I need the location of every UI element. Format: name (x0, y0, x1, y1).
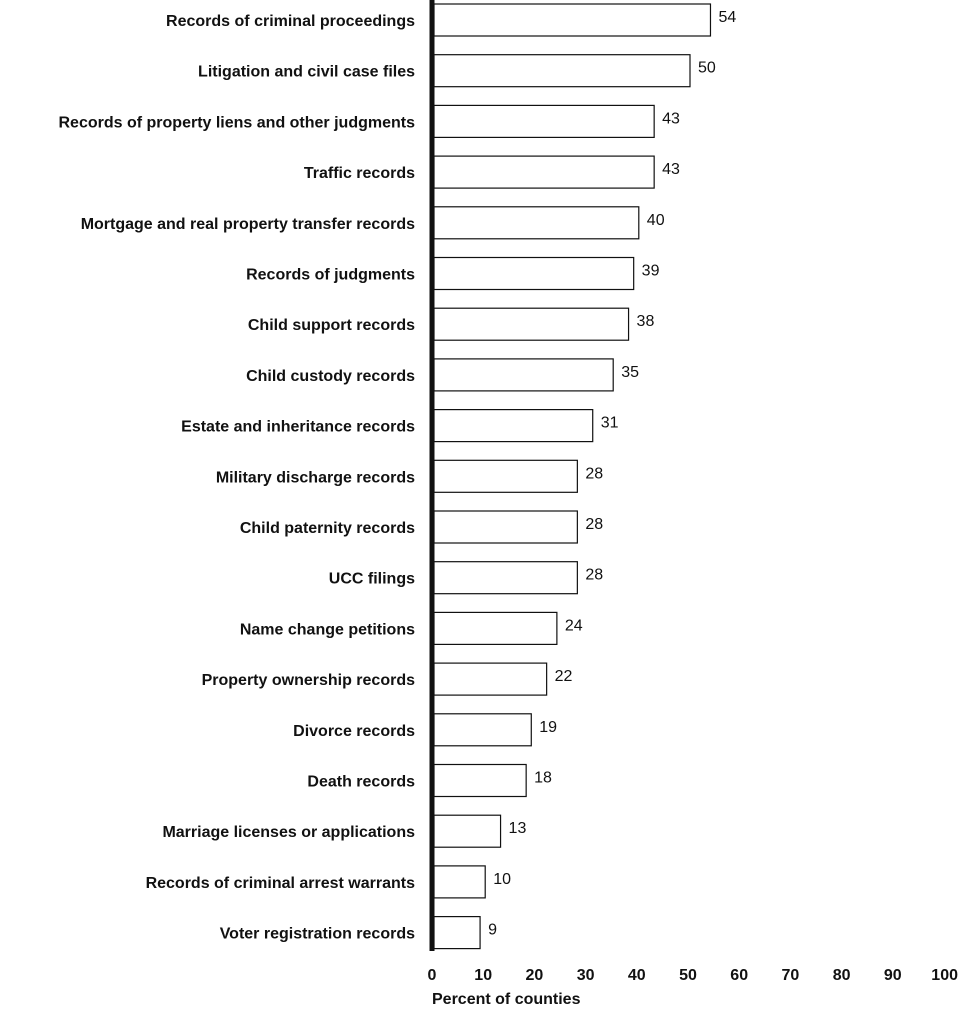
category-label: Litigation and civil case files (198, 64, 415, 81)
x-tick-label: 20 (526, 967, 544, 984)
bar (433, 561, 578, 595)
category-label: Marriage licenses or applications (162, 824, 415, 841)
value-label: 22 (555, 668, 573, 685)
bar (433, 206, 640, 240)
category-label: Voter registration records (220, 926, 415, 943)
bar (433, 155, 655, 189)
category-label: Traffic records (304, 165, 415, 182)
value-label: 38 (637, 313, 655, 330)
bar (433, 358, 614, 392)
value-label: 39 (642, 263, 660, 280)
bar (433, 54, 691, 88)
value-label: 13 (509, 820, 527, 837)
category-label: UCC filings (329, 571, 415, 588)
x-tick-label: 100 (931, 967, 958, 984)
value-label: 50 (698, 60, 716, 77)
bar (433, 510, 578, 544)
bar (433, 459, 578, 493)
bar (433, 763, 527, 798)
category-label: Records of property liens and other judg… (59, 114, 416, 131)
value-label: 24 (565, 617, 583, 634)
x-tick-label: 0 (428, 967, 437, 984)
value-label: 28 (585, 516, 603, 533)
bar (433, 611, 558, 646)
category-label: Divorce records (293, 723, 415, 740)
category-label: Name change petitions (240, 621, 415, 638)
value-label: 40 (647, 212, 665, 229)
bar (433, 256, 635, 291)
x-tick-label: 30 (577, 967, 595, 984)
value-label: 9 (488, 922, 497, 939)
value-label: 28 (585, 567, 603, 584)
bars-layer (433, 3, 712, 950)
category-label: Records of criminal proceedings (166, 13, 415, 30)
bar (433, 915, 481, 950)
x-tick-label: 60 (730, 967, 748, 984)
bar (433, 662, 548, 696)
category-label: Records of criminal arrest warrants (146, 875, 416, 892)
category-label: Child support records (248, 317, 415, 334)
x-tick-label: 80 (833, 967, 851, 984)
bar (433, 814, 502, 848)
category-label: Estate and inheritance records (181, 419, 415, 436)
bar (433, 865, 486, 899)
category-label: Child paternity records (240, 520, 415, 537)
category-label: Death records (307, 774, 415, 791)
x-tick-label: 40 (628, 967, 646, 984)
value-label: 10 (493, 871, 511, 888)
bar (433, 104, 655, 139)
value-label: 31 (601, 415, 619, 432)
bar (433, 409, 594, 443)
x-tick-label: 50 (679, 967, 697, 984)
value-label: 43 (662, 110, 680, 127)
category-label: Military discharge records (216, 469, 415, 486)
x-tick-label: 90 (884, 967, 902, 984)
x-axis-title: Percent of counties (432, 991, 581, 1008)
category-labels: Records of criminal proceedings Litigatio… (59, 13, 416, 943)
value-label: 19 (539, 719, 557, 736)
value-label: 28 (585, 465, 603, 482)
x-tick-label: 10 (474, 967, 492, 984)
value-label: 35 (621, 364, 639, 381)
value-label: 43 (662, 161, 680, 178)
category-label: Child custody records (246, 368, 415, 385)
value-label: 18 (534, 770, 552, 787)
category-label: Mortgage and real property transfer reco… (81, 216, 415, 233)
category-label: Records of judgments (246, 267, 415, 284)
x-tick-labels: 0 10 20 30 40 50 60 70 80 90 100 (428, 967, 959, 984)
bar (433, 713, 532, 747)
category-label: Property ownership records (202, 672, 415, 689)
bar (433, 307, 630, 341)
bar (433, 3, 712, 37)
x-tick-label: 70 (782, 967, 800, 984)
value-labels: 54 50 43 43 40 39 38 35 31 28 28 28 24 22 19 18 13 10 9 (488, 9, 736, 939)
value-label: 54 (718, 9, 736, 26)
